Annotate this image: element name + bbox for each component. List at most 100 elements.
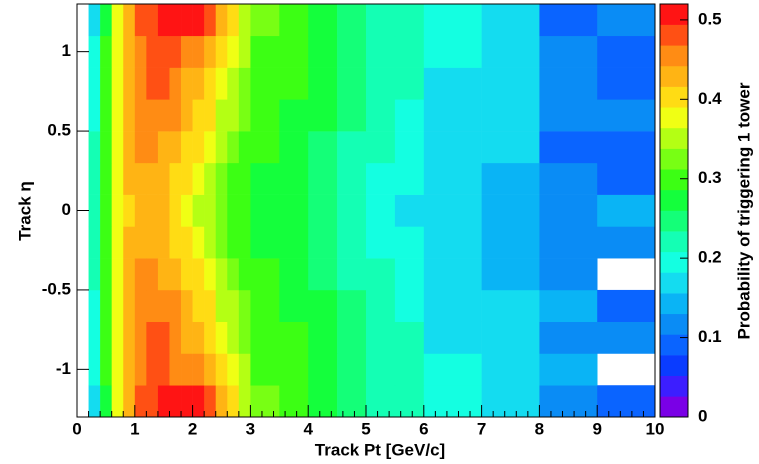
colorbar-band	[660, 272, 688, 294]
heatmap-cell	[157, 194, 170, 227]
heatmap-cell	[539, 131, 598, 164]
heatmap-cell	[539, 321, 598, 354]
colorbar-band	[660, 45, 688, 67]
heatmap-cell	[227, 4, 240, 37]
heatmap-cell	[279, 4, 309, 37]
heatmap-cell	[337, 99, 367, 132]
heatmap-cell	[481, 226, 540, 259]
heatmap-cell	[481, 67, 540, 100]
heatmap-cell	[169, 385, 182, 418]
heatmap-cell	[215, 194, 228, 227]
heatmap-cell	[423, 131, 482, 164]
heatmap-cell	[181, 99, 193, 132]
heatmap-cell	[481, 289, 540, 322]
heatmap-cell	[394, 67, 425, 100]
heatmap-cell	[169, 258, 182, 291]
heatmap-cell	[204, 35, 217, 68]
colorbar-band	[660, 107, 688, 129]
colorbar-band	[660, 313, 688, 335]
heatmap-cell	[250, 321, 280, 354]
heatmap-cell	[539, 4, 598, 37]
heatmap-cell	[215, 385, 228, 418]
heatmap-cell	[394, 4, 425, 37]
heatmap-cell	[394, 258, 425, 291]
heatmap-cell	[308, 67, 338, 100]
heatmap-cell	[123, 35, 136, 68]
heatmap-cell	[169, 162, 182, 195]
heatmap-cell	[423, 4, 482, 37]
heatmap-cell	[181, 67, 193, 100]
heatmap-cell	[123, 99, 136, 132]
heatmap-cell	[366, 67, 396, 100]
heatmap-cell	[227, 131, 240, 164]
colorbar-band	[660, 169, 688, 191]
heatmap-cell	[597, 99, 656, 132]
heatmap-cell	[279, 385, 309, 418]
colorbar-band	[660, 127, 688, 149]
colorbar-band	[660, 251, 688, 273]
heatmap-cell	[192, 258, 205, 291]
heatmap-cell	[337, 67, 367, 100]
heatmap-cell	[111, 162, 124, 195]
heatmap-cell	[111, 226, 124, 259]
heatmap-cell	[250, 226, 280, 259]
heatmap-cell	[308, 162, 338, 195]
heatmap-cell	[192, 4, 205, 37]
heatmap-cell	[366, 321, 396, 354]
heatmap-cell	[134, 226, 147, 259]
heatmap-cell	[100, 99, 112, 132]
heatmap-cell	[539, 162, 598, 195]
heatmap-cell	[308, 385, 338, 418]
heatmap-cell	[134, 321, 147, 354]
heatmap-cell	[111, 353, 124, 386]
heatmap-cell	[394, 226, 425, 259]
heatmap-cell	[123, 67, 136, 100]
heatmap-cell	[250, 289, 280, 322]
heatmap-cell	[394, 162, 425, 195]
heatmap-cell	[204, 353, 217, 386]
heatmap-cell	[204, 385, 217, 418]
heatmap-cell	[366, 226, 396, 259]
heatmap-cell	[366, 35, 396, 68]
heatmap-cell	[157, 131, 170, 164]
heatmap-cell	[100, 131, 112, 164]
heatmap-cell	[337, 35, 367, 68]
heatmap-cell	[192, 67, 205, 100]
heatmap-cell	[169, 353, 182, 386]
colorbar-band	[660, 334, 688, 356]
heatmap-cell	[215, 258, 228, 291]
heatmap-cell	[423, 194, 482, 227]
heatmap-cell	[100, 289, 112, 322]
heatmap-cell	[279, 353, 309, 386]
heatmap-cell	[146, 131, 159, 164]
heatmap-cell	[100, 35, 112, 68]
x-tick-label: 10	[646, 419, 665, 438]
heatmap-cell	[227, 162, 240, 195]
heatmap-cell	[134, 258, 147, 291]
colorbar-band	[660, 375, 688, 397]
heatmap-cell	[204, 258, 217, 291]
colorbar-band	[660, 231, 688, 253]
heatmap-cell	[481, 258, 540, 291]
heatmap-cell	[227, 226, 240, 259]
heatmap-cell	[481, 4, 540, 37]
heatmap-cell	[337, 258, 367, 291]
heatmap-cell	[169, 99, 182, 132]
heatmap-cell	[204, 99, 217, 132]
heatmap-cell	[215, 321, 228, 354]
heatmap-cell	[539, 258, 598, 291]
heatmap-cell	[238, 162, 251, 195]
heatmap-cell	[215, 35, 228, 68]
heatmap-cell	[481, 353, 540, 386]
heatmap-cell	[366, 131, 396, 164]
heatmap-cell	[204, 131, 217, 164]
heatmap-cell	[192, 226, 205, 259]
heatmap-cell	[192, 385, 205, 418]
heatmap-cell	[146, 194, 159, 227]
heatmap-cell	[539, 289, 598, 322]
heatmap-cell	[192, 162, 205, 195]
heatmap-cell	[169, 226, 182, 259]
heatmap-cell	[227, 321, 240, 354]
heatmap-cell	[238, 321, 251, 354]
